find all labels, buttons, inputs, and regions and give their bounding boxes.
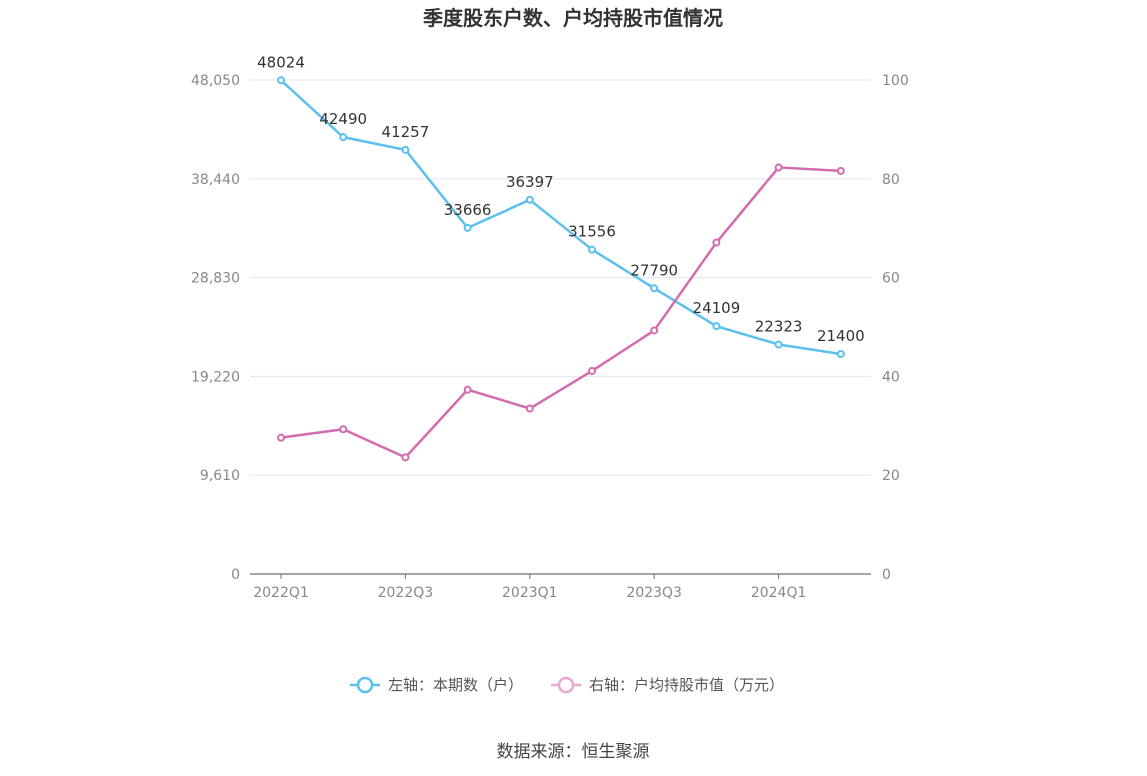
data-point[interactable] bbox=[712, 322, 721, 331]
data-label: 31556 bbox=[568, 223, 616, 241]
right-tick-label: 100 bbox=[882, 73, 909, 89]
right-axis-ticks: 0 20 40 60 80 100 bbox=[882, 73, 909, 583]
data-label: 48024 bbox=[257, 53, 305, 71]
data-point[interactable] bbox=[650, 326, 659, 335]
left-tick-label: 28,830 bbox=[191, 271, 240, 287]
series-line bbox=[280, 79, 841, 356]
data-label: 33666 bbox=[444, 201, 492, 219]
data-label: 42490 bbox=[319, 110, 367, 128]
data-label: 27790 bbox=[630, 261, 678, 279]
legend-item-2[interactable]: 右轴：户均持股市值（万元） bbox=[551, 676, 784, 694]
series-1: 48024 42490 41257 33666 36397 31556 27790 24109… bbox=[257, 53, 865, 358]
right-tick-label: 80 bbox=[882, 172, 900, 188]
right-tick-label: 40 bbox=[882, 369, 900, 385]
data-point[interactable] bbox=[401, 453, 410, 462]
data-point[interactable] bbox=[836, 349, 845, 358]
data-point[interactable] bbox=[588, 245, 596, 254]
data-point[interactable] bbox=[525, 195, 534, 204]
right-tick-label: 60 bbox=[882, 271, 900, 287]
legend-label: 右轴：户均持股市值（万元） bbox=[589, 676, 784, 694]
data-point[interactable] bbox=[588, 366, 596, 375]
x-tick-label: 2023Q3 bbox=[626, 585, 682, 601]
right-tick-label: 0 bbox=[882, 567, 891, 583]
legend-marker bbox=[557, 676, 575, 694]
left-axis-ticks: 0 9,610 19,220 28,830 38,440 48,050 bbox=[191, 73, 240, 583]
left-tick-label: 9,610 bbox=[200, 468, 240, 484]
data-label: 22323 bbox=[755, 317, 803, 335]
data-point[interactable] bbox=[339, 425, 348, 434]
legend-marker bbox=[356, 676, 374, 694]
data-point[interactable] bbox=[339, 133, 348, 142]
series-layer: 48024 42490 41257 33666 36397 31556 27790 24109… bbox=[257, 53, 865, 462]
data-label: 36397 bbox=[506, 173, 554, 191]
source-note: 数据来源：恒生聚源 bbox=[497, 742, 650, 762]
left-tick-label: 19,220 bbox=[191, 369, 240, 385]
legend-label: 左轴：本期数（户） bbox=[388, 676, 523, 694]
chart-title: 季度股东户数、户均持股市值情况 bbox=[422, 6, 723, 30]
legend[interactable]: 左轴：本期数（户） 右轴：户均持股市值（万元） bbox=[350, 676, 784, 694]
data-label: 24109 bbox=[693, 299, 741, 317]
series-2 bbox=[277, 163, 845, 462]
x-axis-ticks: 2022Q1 2022Q3 2023Q1 2023Q3 2024Q1 bbox=[253, 574, 806, 601]
grid-lines bbox=[250, 79, 871, 476]
x-tick-label: 2024Q1 bbox=[751, 585, 807, 601]
data-point[interactable] bbox=[774, 163, 783, 172]
x-tick-label: 2023Q1 bbox=[502, 585, 558, 601]
data-point[interactable] bbox=[277, 76, 285, 85]
data-point[interactable] bbox=[463, 385, 472, 394]
data-point[interactable] bbox=[712, 238, 721, 247]
data-point[interactable] bbox=[650, 284, 659, 293]
legend-item-1[interactable]: 左轴：本期数（户） bbox=[350, 676, 523, 694]
left-tick-label: 0 bbox=[231, 567, 240, 583]
data-point[interactable] bbox=[277, 433, 285, 442]
data-point[interactable] bbox=[463, 223, 472, 232]
data-point[interactable] bbox=[836, 166, 845, 175]
left-tick-label: 38,440 bbox=[191, 172, 240, 188]
data-label: 41257 bbox=[382, 123, 430, 141]
right-tick-label: 20 bbox=[882, 468, 900, 484]
series-line bbox=[280, 166, 841, 459]
data-label: 21400 bbox=[817, 327, 865, 345]
data-point[interactable] bbox=[774, 340, 783, 349]
x-tick-label: 2022Q3 bbox=[378, 585, 434, 601]
data-point[interactable] bbox=[525, 404, 534, 413]
data-point[interactable] bbox=[401, 145, 410, 154]
x-tick-label: 2022Q1 bbox=[253, 585, 309, 601]
left-tick-label: 48,050 bbox=[191, 73, 240, 89]
